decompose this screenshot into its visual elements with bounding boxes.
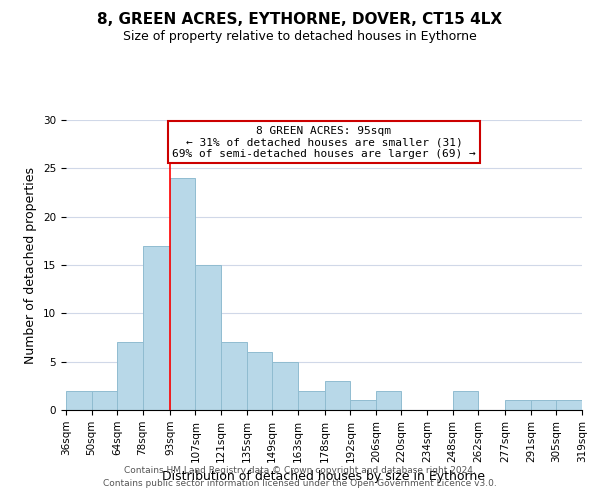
Bar [92,390,117,410]
Bar [376,390,401,410]
Bar [221,342,247,410]
Bar [272,362,298,410]
Text: 8 GREEN ACRES: 95sqm
← 31% of detached houses are smaller (31)
69% of semi-detac: 8 GREEN ACRES: 95sqm ← 31% of detached h… [172,126,476,159]
Bar [452,390,478,410]
Bar [531,400,556,410]
Text: 8, GREEN ACRES, EYTHORNE, DOVER, CT15 4LX: 8, GREEN ACRES, EYTHORNE, DOVER, CT15 4L… [97,12,503,28]
Bar [505,400,531,410]
Text: Size of property relative to detached houses in Eythorne: Size of property relative to detached ho… [123,30,477,43]
X-axis label: Distribution of detached houses by size in Eythorne: Distribution of detached houses by size … [163,470,485,483]
Bar [143,246,170,410]
Bar [350,400,376,410]
Bar [66,390,92,410]
Bar [298,390,325,410]
Bar [196,265,221,410]
Bar [556,400,582,410]
Bar [170,178,196,410]
Bar [117,342,143,410]
Text: Contains HM Land Registry data © Crown copyright and database right 2024.
Contai: Contains HM Land Registry data © Crown c… [103,466,497,487]
Y-axis label: Number of detached properties: Number of detached properties [25,166,37,364]
Bar [325,381,350,410]
Bar [247,352,272,410]
